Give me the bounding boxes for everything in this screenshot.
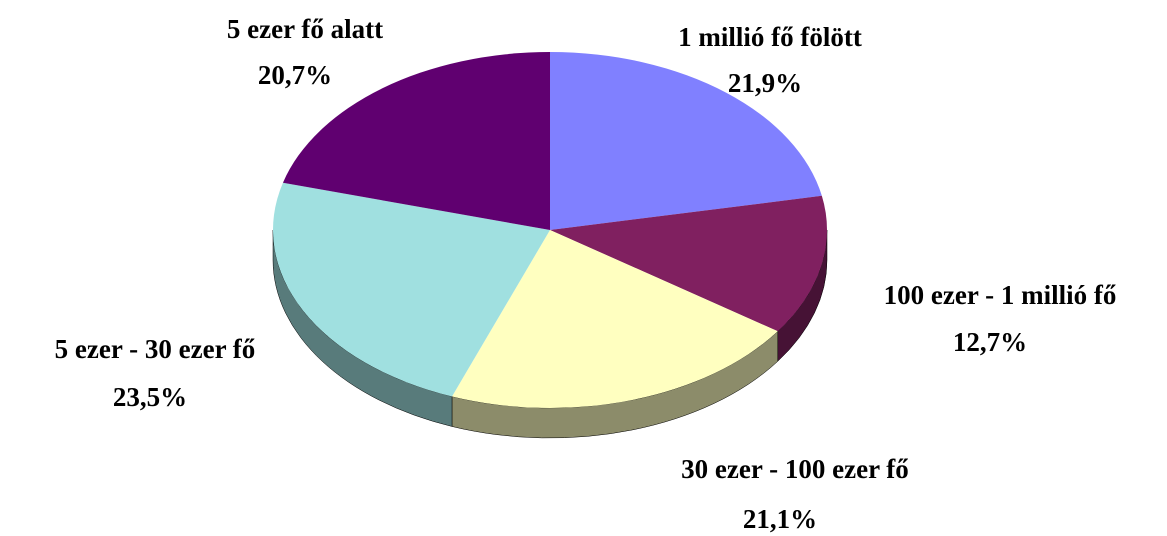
value-label: 21,1% [743, 504, 817, 534]
slice [550, 52, 822, 230]
slice-label: 100 ezer - 1 millió fő [884, 280, 1117, 310]
slice-label: 5 ezer fő alatt [227, 14, 383, 44]
value-label: 21,9% [728, 68, 802, 98]
value-label: 20,7% [258, 60, 332, 90]
slice [282, 52, 550, 230]
slice [273, 182, 550, 397]
slice-label: 1 millió fő fölött [678, 22, 862, 52]
value-label: 12,7% [953, 327, 1027, 357]
slice [550, 195, 827, 332]
slice-label: 30 ezer - 100 ezer fő [681, 454, 909, 484]
value-label: 23,5% [113, 382, 187, 412]
slice [451, 230, 778, 408]
slice-label: 5 ezer - 30 ezer fő [55, 334, 256, 364]
